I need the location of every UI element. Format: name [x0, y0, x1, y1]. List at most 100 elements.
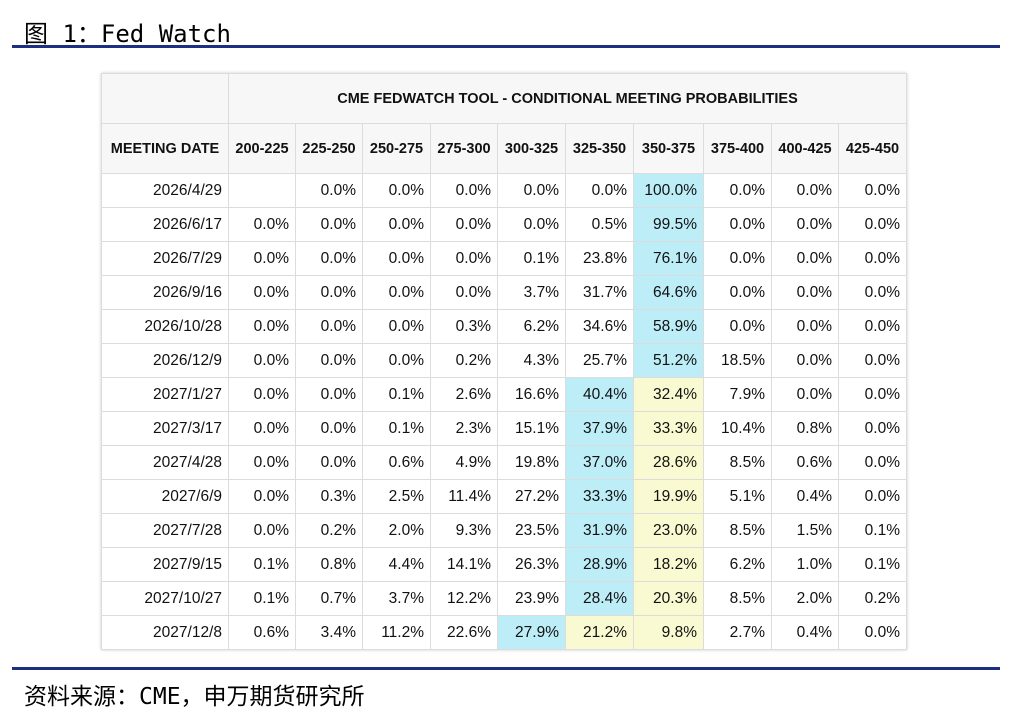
meeting-date: 2027/7/28 — [101, 513, 229, 548]
probability-cell: 0.0% — [430, 241, 498, 276]
probability-cell: 0.0% — [362, 241, 431, 276]
probability-cell: 76.1% — [633, 241, 704, 276]
probability-cell: 0.0% — [771, 241, 839, 276]
probability-cell: 25.7% — [565, 343, 634, 378]
probability-cell: 0.1% — [838, 547, 907, 582]
probability-cell: 0.0% — [228, 343, 296, 378]
table-row: 2027/10/27 0.1% 0.7% 3.7% 12.2% 23.9% 28.4% 20.… — [101, 581, 907, 616]
probability-cell: 0.0% — [228, 275, 296, 310]
probability-cell: 0.6% — [362, 445, 431, 480]
probability-cell: 0.0% — [565, 173, 634, 208]
probability-cell: 0.7% — [295, 581, 363, 616]
probability-cell: 0.0% — [771, 173, 839, 208]
probability-cell: 10.4% — [703, 411, 772, 446]
meeting-date: 2027/4/28 — [101, 445, 229, 480]
probability-cell: 6.2% — [703, 547, 772, 582]
probability-cell: 4.3% — [497, 343, 566, 378]
probability-cell: 33.3% — [565, 479, 634, 514]
meeting-date: 2026/10/28 — [101, 309, 229, 344]
probability-cell: 27.9% — [497, 615, 566, 650]
probability-cell: 0.0% — [838, 615, 907, 650]
probability-cell: 28.6% — [633, 445, 704, 480]
probability-cell: 0.3% — [430, 309, 498, 344]
probability-cell: 0.0% — [771, 275, 839, 310]
probability-cell: 28.9% — [565, 547, 634, 582]
probability-cell: 0.0% — [295, 309, 363, 344]
probability-cell: 0.1% — [362, 411, 431, 446]
probability-cell: 3.7% — [497, 275, 566, 310]
probability-cell: 51.2% — [633, 343, 704, 378]
probability-cell: 0.0% — [228, 411, 296, 446]
date-header: MEETING DATE — [101, 123, 229, 174]
table-row: 2027/12/8 0.6% 3.4% 11.2% 22.6% 27.9% 21.2% 9.8… — [101, 615, 907, 650]
column-header: 300-325 — [497, 123, 566, 174]
table-row: 2027/6/9 0.0% 0.3% 2.5% 11.4% 27.2% 33.3% 19.9%… — [101, 479, 907, 514]
probability-cell: 20.3% — [633, 581, 704, 616]
probability-cell: 23.0% — [633, 513, 704, 548]
column-header: 250-275 — [362, 123, 431, 174]
probability-cell: 0.2% — [838, 581, 907, 616]
probability-cell: 4.4% — [362, 547, 431, 582]
probability-cell: 0.0% — [838, 343, 907, 378]
probability-cell: 11.2% — [362, 615, 431, 650]
table-row: 2027/4/28 0.0% 0.0% 0.6% 4.9% 19.8% 37.0% 28.6%… — [101, 445, 907, 480]
probability-cell: 0.0% — [430, 173, 498, 208]
probability-cell: 19.9% — [633, 479, 704, 514]
probability-cell: 26.3% — [497, 547, 566, 582]
meeting-date: 2027/3/17 — [101, 411, 229, 446]
probability-cell: 4.9% — [430, 445, 498, 480]
probability-cell: 0.0% — [838, 445, 907, 480]
probability-cell: 23.8% — [565, 241, 634, 276]
probability-cell: 0.4% — [771, 479, 839, 514]
probability-cell: 0.0% — [228, 513, 296, 548]
probability-cell: 2.6% — [430, 377, 498, 412]
probability-cell: 0.0% — [838, 309, 907, 344]
probability-cell: 0.0% — [838, 479, 907, 514]
probability-cell: 2.5% — [362, 479, 431, 514]
probability-cell: 99.5% — [633, 207, 704, 242]
meeting-date: 2027/6/9 — [101, 479, 229, 514]
probability-cell: 0.0% — [771, 343, 839, 378]
table-row: 2027/7/28 0.0% 0.2% 2.0% 9.3% 23.5% 31.9% 23.0%… — [101, 513, 907, 548]
probability-cell: 8.5% — [703, 513, 772, 548]
table-row: 2026/9/16 0.0% 0.0% 0.0% 0.0% 3.7% 31.7% 64.6% 0… — [101, 275, 907, 310]
probability-cell: 0.1% — [497, 241, 566, 276]
probability-cell: 0.6% — [771, 445, 839, 480]
probability-cell: 0.0% — [838, 241, 907, 276]
probability-cell: 0.0% — [228, 377, 296, 412]
meeting-date: 2026/6/17 — [101, 207, 229, 242]
table-row: 2027/1/27 0.0% 0.0% 0.1% 2.6% 16.6% 40.4% 32.4%… — [101, 377, 907, 412]
probability-cell: 0.0% — [228, 479, 296, 514]
probability-cell: 0.0% — [703, 241, 772, 276]
probability-cell: 16.6% — [497, 377, 566, 412]
rule — [12, 45, 1000, 48]
probability-cell: 0.0% — [703, 173, 772, 208]
source-note: 资料来源：CME，申万期货研究所 — [24, 684, 365, 710]
probability-cell: 0.0% — [295, 343, 363, 378]
probability-cell: 0.0% — [838, 411, 907, 446]
table-row: 2026/12/9 0.0% 0.0% 0.0% 0.2% 4.3% 25.7% 51.2% 1… — [101, 343, 907, 378]
probability-cell: 0.0% — [295, 207, 363, 242]
meeting-date: 2026/4/29 — [101, 173, 229, 208]
probability-cell: 23.5% — [497, 513, 566, 548]
probability-cell: 27.2% — [497, 479, 566, 514]
probability-cell: 19.8% — [497, 445, 566, 480]
probability-cell: 0.1% — [838, 513, 907, 548]
probability-cell: 0.0% — [838, 377, 907, 412]
probability-cell: 0.0% — [362, 309, 431, 344]
probability-cell: 0.0% — [838, 173, 907, 208]
probability-cell: 3.7% — [362, 581, 431, 616]
probability-cell: 23.9% — [497, 581, 566, 616]
probability-cell: 0.0% — [430, 207, 498, 242]
meeting-date: 2026/7/29 — [101, 241, 229, 276]
probability-cell — [228, 173, 296, 208]
probability-cell: 8.5% — [703, 445, 772, 480]
probability-cell: 32.4% — [633, 377, 704, 412]
probability-cell: 0.2% — [295, 513, 363, 548]
table-title: CME FEDWATCH TOOL - CONDITIONAL MEETING … — [228, 73, 907, 124]
probability-cell: 8.5% — [703, 581, 772, 616]
probability-cell: 31.7% — [565, 275, 634, 310]
probability-cell: 18.2% — [633, 547, 704, 582]
probability-cell: 18.5% — [703, 343, 772, 378]
